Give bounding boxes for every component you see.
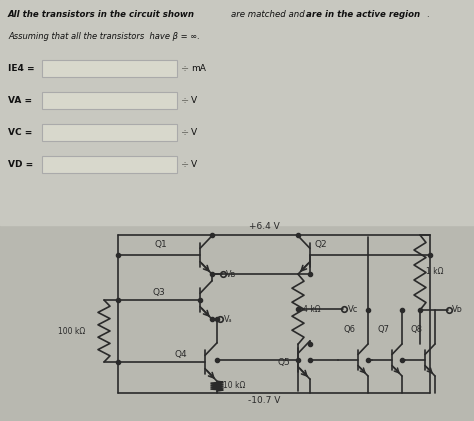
Bar — [42, 60, 177, 77]
Text: -10.7 V: -10.7 V — [248, 396, 280, 405]
Text: IE4 =: IE4 = — [8, 64, 35, 73]
Text: Q1: Q1 — [155, 240, 168, 249]
Text: Vʙ: Vʙ — [226, 270, 236, 279]
Text: Assuming that all the transistors  have β = ∞.: Assuming that all the transistors have β… — [8, 32, 200, 41]
Text: +6.4 V: +6.4 V — [249, 222, 279, 231]
Text: Vₐ: Vₐ — [224, 315, 233, 324]
Text: 10 kΩ: 10 kΩ — [223, 381, 246, 391]
Text: 4 kΩ: 4 kΩ — [303, 304, 320, 314]
Text: ÷: ÷ — [181, 64, 189, 74]
Text: V: V — [191, 128, 197, 137]
Text: 100 kΩ: 100 kΩ — [58, 327, 86, 336]
Text: Q4: Q4 — [175, 350, 188, 359]
Text: 1 kΩ: 1 kΩ — [426, 267, 444, 277]
Text: Q5: Q5 — [278, 358, 291, 367]
Text: Q7: Q7 — [378, 325, 390, 334]
Text: Vᴅ: Vᴅ — [452, 306, 463, 314]
Text: V: V — [191, 96, 197, 105]
Text: ÷: ÷ — [181, 128, 189, 138]
Text: VD =: VD = — [8, 160, 33, 169]
Text: Q6: Q6 — [344, 325, 356, 334]
Text: .: . — [426, 10, 428, 19]
Text: VA =: VA = — [8, 96, 32, 105]
Text: Q2: Q2 — [315, 240, 328, 249]
Text: V: V — [191, 160, 197, 169]
Text: VC =: VC = — [8, 128, 32, 137]
Text: All the transistors in the circuit shown: All the transistors in the circuit shown — [8, 10, 195, 19]
Text: Q8: Q8 — [411, 325, 423, 334]
Bar — [0, 0, 474, 225]
Bar — [42, 92, 177, 109]
Text: Vᴄ: Vᴄ — [348, 304, 358, 314]
Text: ÷: ÷ — [181, 96, 189, 106]
Text: mA: mA — [191, 64, 206, 73]
Text: are matched and: are matched and — [231, 10, 308, 19]
Text: ÷: ÷ — [181, 160, 189, 170]
Bar — [42, 124, 177, 141]
Bar — [42, 156, 177, 173]
Text: are in the active region: are in the active region — [303, 10, 420, 19]
Text: Q3: Q3 — [153, 288, 166, 297]
